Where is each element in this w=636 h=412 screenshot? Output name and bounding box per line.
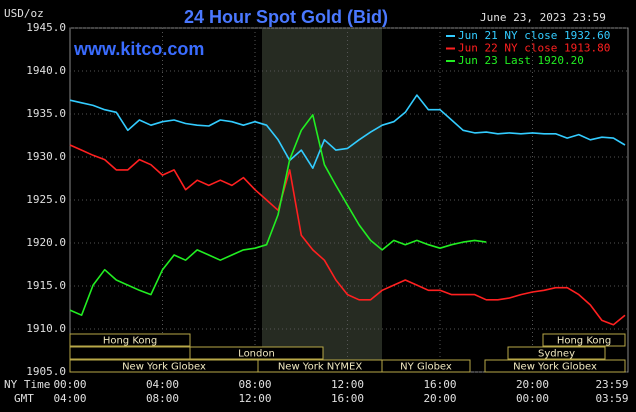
y-tick-label: 1920.0 [26,236,66,249]
x-tick-label-gmt: 08:00 [146,392,179,405]
x-tick-label-gmt: 12:00 [238,392,271,405]
legend-label: Jun 21 NY close 1932.60 [458,29,610,42]
session-box [69,346,191,360]
session-label: Hong Kong [103,336,157,347]
session-label: London [238,349,275,360]
session-box [542,333,626,347]
chart-title: 24 Hour Spot Gold (Bid) [184,7,388,27]
session-label: New York Globex [513,362,597,373]
x-tick-label: 12:00 [331,378,364,391]
plot-area [69,27,629,373]
x-row-label: GMT [14,392,34,405]
session-label: NY Globex [400,362,452,373]
series-line [69,114,487,316]
session-box [507,346,606,360]
y-tick-label: 1915.0 [26,279,66,292]
session-label: Sydney [538,349,575,360]
x-tick-label-gmt: 20:00 [423,392,456,405]
x-tick-label-gmt: 03:59 [595,392,628,405]
x-row-label: NY Time [4,378,50,391]
session-box [69,333,191,347]
y-axis-label: USD/oz [4,7,44,20]
session-box [189,346,324,360]
x-tick-label-gmt: 16:00 [331,392,364,405]
session-label: New York Globex [122,362,206,373]
x-tick-label: 23:59 [595,378,628,391]
x-tick-label: 00:00 [53,378,86,391]
watermark: www.kitco.com [73,39,204,59]
y-tick-label: 1905.0 [26,365,66,378]
y-tick-label: 1945.0 [26,21,66,34]
series-line [69,94,626,169]
legend-label: Jun 23 Last 1920.20 [458,54,584,67]
x-tick-label: 08:00 [238,378,271,391]
y-tick-label: 1935.0 [26,107,66,120]
session-box [381,359,471,373]
legend-label: Jun 22 NY close 1913.80 [458,42,610,55]
session-label: New York NYMEX [278,362,363,373]
y-tick-label: 1910.0 [26,322,66,335]
session-box [484,359,626,373]
x-tick-label-gmt: 04:00 [53,392,86,405]
x-tick-label: 20:00 [516,378,549,391]
y-tick-label: 1925.0 [26,193,66,206]
series-line [69,144,626,326]
x-tick-label-gmt: 00:00 [516,392,549,405]
session-label: Hong Kong [557,336,611,347]
x-tick-label: 16:00 [423,378,456,391]
timestamp: June 23, 2023 23:59 [480,11,606,24]
x-tick-label: 04:00 [146,378,179,391]
y-tick-label: 1940.0 [26,64,66,77]
y-tick-label: 1930.0 [26,150,66,163]
